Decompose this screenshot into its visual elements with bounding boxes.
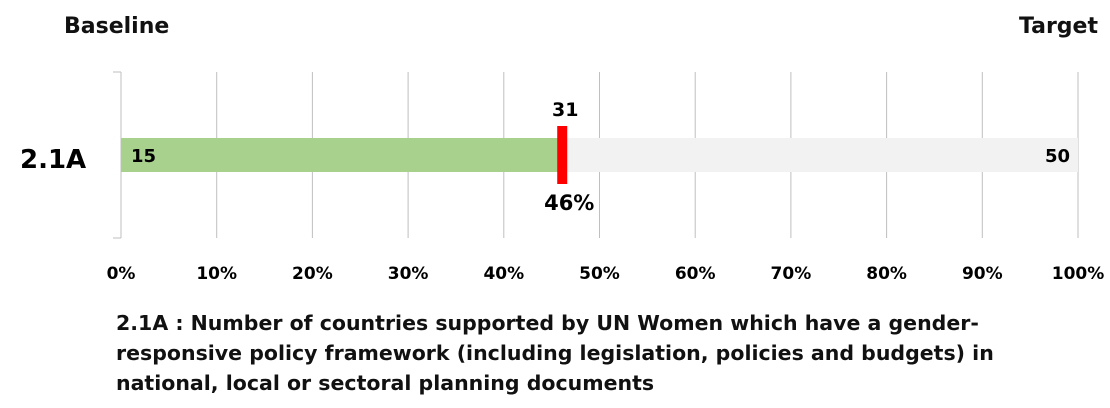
current-value-label: 31 (552, 99, 578, 121)
target-label: Target (1018, 14, 1098, 39)
x-axis-ticks: 0% 10% 20% 30% 40% 50% 60% 70% 80% 90% 100% (107, 264, 1105, 284)
x-tick-label: 90% (962, 264, 1003, 284)
category-label: 2.1A (20, 145, 86, 175)
baseline-label: Baseline (64, 14, 170, 39)
x-tick-label: 100% (1052, 264, 1105, 284)
x-tick-label: 0% (107, 264, 136, 284)
x-tick-label: 30% (388, 264, 429, 284)
target-value-label: 50 (1045, 146, 1070, 167)
x-tick-label: 40% (483, 264, 524, 284)
progress-chart: 0% 10% 20% 30% 40% 50% 60% 70% 80% 90% 100% 2.1A 1… (20, 71, 1105, 284)
progress-bar (121, 138, 562, 172)
indicator-caption: 2.1A : Number of countries supported by … (116, 311, 994, 395)
current-percent-label: 46% (544, 191, 594, 215)
x-tick-label: 20% (292, 264, 333, 284)
x-tick-label: 60% (675, 264, 716, 284)
x-tick-label: 80% (866, 264, 907, 284)
x-tick-label: 10% (196, 264, 237, 284)
x-tick-label: 70% (771, 264, 812, 284)
x-tick-label: 50% (579, 264, 620, 284)
baseline-value-label: 15 (131, 146, 156, 167)
current-marker (557, 126, 568, 184)
